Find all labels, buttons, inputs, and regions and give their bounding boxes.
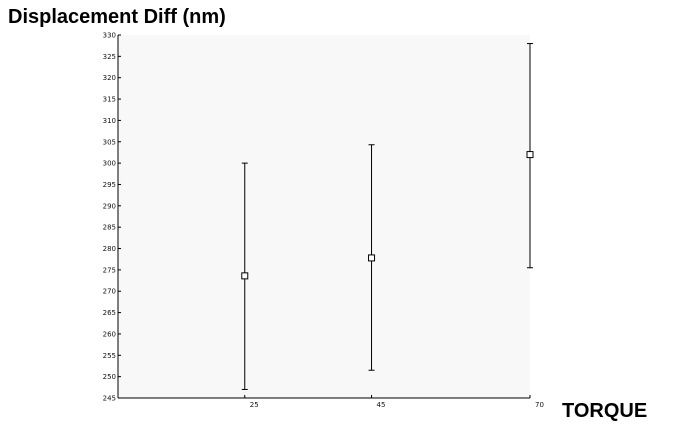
plot-area bbox=[118, 35, 530, 398]
y-tick-label: 260 bbox=[103, 330, 116, 338]
mean-marker bbox=[368, 254, 376, 262]
y-tick-label: 300 bbox=[103, 160, 116, 168]
mean-marker bbox=[526, 151, 534, 159]
error-bars bbox=[241, 43, 534, 390]
y-tick-label: 305 bbox=[103, 138, 116, 146]
y-axis: 245 250 255 260 265 270 275 280 285 290 295 300 305 3… bbox=[103, 32, 121, 403]
x-tick-label: 70 bbox=[535, 401, 544, 409]
y-tick-label: 250 bbox=[103, 373, 116, 381]
y-tick-label: 285 bbox=[103, 224, 116, 232]
y-tick-label: 290 bbox=[103, 202, 116, 210]
x-tick-label: 25 bbox=[250, 401, 259, 409]
y-tick-label: 325 bbox=[103, 53, 116, 61]
x-axis-title: TORQUE bbox=[562, 400, 648, 422]
y-tick-label: 280 bbox=[103, 245, 116, 253]
y-tick-label: 265 bbox=[103, 309, 116, 317]
y-tick-label: 275 bbox=[103, 266, 116, 274]
y-tick-label: 255 bbox=[103, 352, 116, 360]
y-tick-label: 320 bbox=[103, 74, 116, 82]
y-tick-label: 295 bbox=[103, 181, 116, 189]
y-tick-label: 330 bbox=[103, 32, 116, 40]
y-tick-label: 310 bbox=[103, 117, 116, 125]
y-tick-label: 270 bbox=[103, 288, 116, 296]
y-tick-label: 315 bbox=[103, 96, 116, 104]
chart-title: Displacement Diff (nm) bbox=[8, 6, 226, 28]
mean-marker bbox=[241, 272, 249, 280]
x-tick-label: 45 bbox=[377, 401, 386, 409]
x-axis: 25 45 70 bbox=[118, 395, 544, 409]
y-tick-label: 245 bbox=[103, 395, 116, 403]
